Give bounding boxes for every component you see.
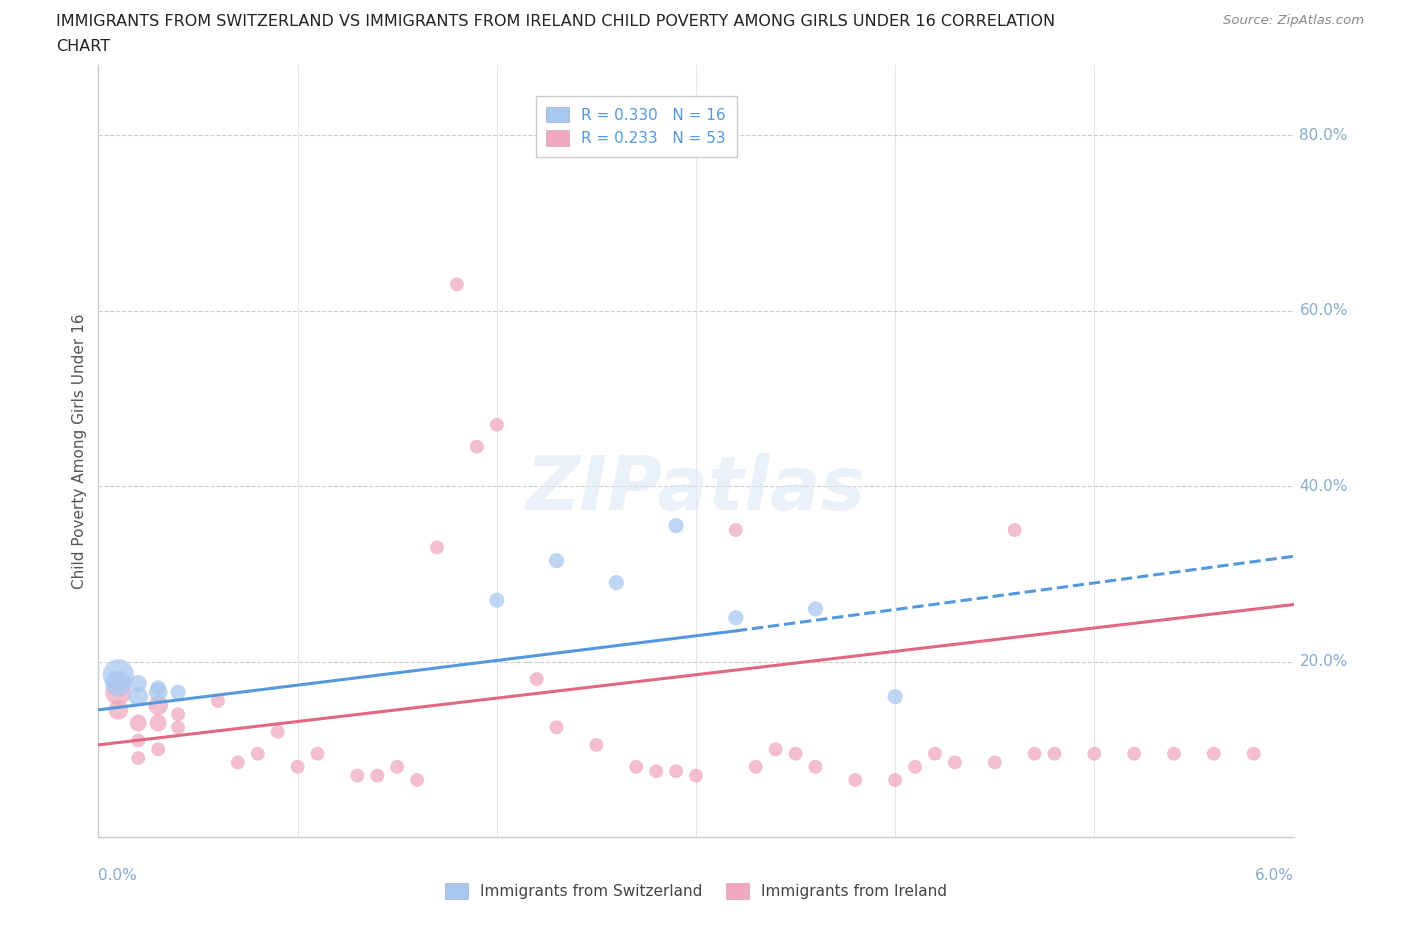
Point (107, 702, 129, 717)
Point (287, 760, 309, 775)
Point (107, 676, 129, 691)
Text: 20.0%: 20.0% (1299, 654, 1348, 669)
Point (804, 760, 827, 775)
Point (485, 592, 508, 607)
Point (148, 742, 170, 757)
Text: 60.0%: 60.0% (1299, 303, 1348, 318)
Point (685, 768, 707, 783)
Point (745, 760, 768, 775)
Point (924, 746, 946, 761)
Y-axis label: Child Poverty Among Girls Under 16: Child Poverty Among Girls Under 16 (72, 313, 87, 589)
Text: CHART: CHART (56, 39, 110, 54)
Point (307, 746, 329, 761)
Point (127, 689, 149, 704)
Point (465, 439, 488, 454)
Point (385, 760, 409, 775)
Point (804, 602, 827, 617)
Point (844, 773, 866, 788)
Point (904, 760, 927, 775)
Point (526, 671, 548, 686)
Point (1043, 746, 1066, 761)
Point (645, 764, 668, 778)
Point (107, 668, 129, 683)
Point (226, 755, 249, 770)
Point (984, 755, 1007, 770)
Point (1163, 746, 1185, 761)
Point (546, 553, 568, 568)
Point (246, 746, 269, 761)
Legend: Immigrants from Switzerland, Immigrants from Ireland: Immigrants from Switzerland, Immigrants … (437, 875, 955, 907)
Text: Source: ZipAtlas.com: Source: ZipAtlas.com (1223, 14, 1364, 27)
Point (167, 707, 190, 722)
Text: 6.0%: 6.0% (1254, 868, 1294, 883)
Point (585, 737, 607, 752)
Point (665, 764, 688, 778)
Point (1083, 746, 1105, 761)
Point (665, 518, 688, 533)
Point (127, 676, 149, 691)
Point (148, 715, 170, 730)
Point (546, 720, 568, 735)
Point (406, 773, 429, 788)
Point (446, 277, 468, 292)
Point (167, 720, 190, 735)
Point (366, 768, 388, 783)
Point (1202, 746, 1225, 761)
Point (1024, 746, 1046, 761)
Point (485, 418, 508, 432)
Point (884, 689, 907, 704)
Point (107, 684, 129, 699)
Text: 80.0%: 80.0% (1299, 127, 1348, 143)
Point (1004, 523, 1026, 538)
Point (724, 610, 747, 625)
Point (207, 694, 229, 709)
Point (148, 681, 170, 696)
Point (884, 773, 907, 788)
Point (127, 751, 149, 765)
Text: 40.0%: 40.0% (1299, 479, 1348, 494)
Point (426, 540, 449, 555)
Point (1243, 746, 1265, 761)
Point (724, 523, 747, 538)
Point (943, 755, 966, 770)
Text: IMMIGRANTS FROM SWITZERLAND VS IMMIGRANTS FROM IRELAND CHILD POVERTY AMONG GIRLS: IMMIGRANTS FROM SWITZERLAND VS IMMIGRANT… (56, 14, 1056, 29)
Point (127, 715, 149, 730)
Point (267, 724, 290, 739)
Point (626, 760, 648, 775)
Point (167, 684, 190, 699)
Text: ZIPatlas: ZIPatlas (526, 453, 866, 526)
Point (785, 746, 807, 761)
Text: 0.0%: 0.0% (98, 868, 138, 883)
Point (346, 768, 368, 783)
Point (765, 742, 787, 757)
Point (605, 575, 627, 590)
Point (148, 684, 170, 699)
Point (127, 733, 149, 748)
Point (148, 698, 170, 713)
Point (1123, 746, 1146, 761)
